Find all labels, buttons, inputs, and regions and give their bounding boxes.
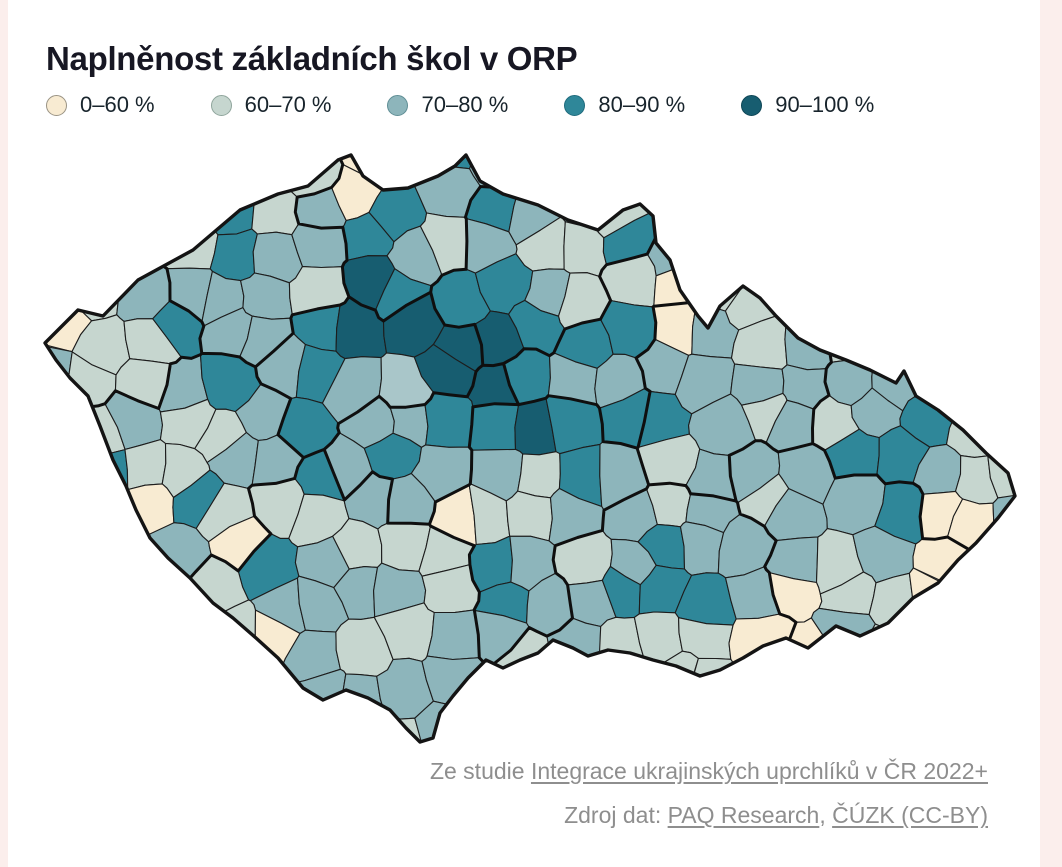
legend-item-0-60: 0–60 % (46, 92, 155, 118)
page-title: Naplněnost základních škol v ORP (46, 40, 578, 78)
legend-swatch-icon (46, 94, 67, 116)
source-separator: , (819, 802, 833, 829)
legend-item-60-70: 60–70 % (210, 92, 332, 118)
data-source-prefix: Zdroj dat: (564, 802, 668, 829)
legend-swatch-icon (741, 94, 763, 116)
legend-label: 0–60 % (80, 92, 155, 117)
study-link[interactable]: Integrace ukrajinských uprchlíků v ČR 20… (530, 758, 988, 784)
study-credit-prefix: Ze studie (429, 758, 531, 784)
source-attribution: Ze studie Integrace ukrajinských uprchlí… (430, 756, 988, 831)
content-card: Naplněnost základních škol v ORP 0–60 % … (8, 0, 1040, 867)
cuzk-link[interactable]: ČÚZK (CC-BY) (832, 802, 988, 829)
data-source-line: Zdroj dat: PAQ Research, ČÚZK (CC-BY) (430, 800, 988, 831)
legend-swatch-icon (387, 94, 409, 116)
legend-label: 60–70 % (244, 92, 332, 117)
legend-item-70-80: 70–80 % (387, 92, 508, 118)
paq-research-link[interactable]: PAQ Research (667, 802, 820, 829)
legend-label: 80–90 % (598, 92, 686, 117)
legend-swatch-icon (564, 94, 586, 116)
map-legend: 0–60 % 60–70 % 70–80 % 80–90 % 90–100 % (46, 92, 874, 118)
legend-swatch-icon (210, 94, 232, 116)
study-credit-line: Ze studie Integrace ukrajinských uprchlí… (430, 756, 988, 787)
legend-item-90-100: 90–100 % (741, 92, 874, 118)
legend-label: 70–80 % (421, 92, 509, 117)
legend-label: 90–100 % (775, 92, 875, 117)
czech-republic-orp-choropleth-map[interactable] (43, 153, 1018, 745)
legend-item-80-90: 80–90 % (564, 92, 685, 118)
